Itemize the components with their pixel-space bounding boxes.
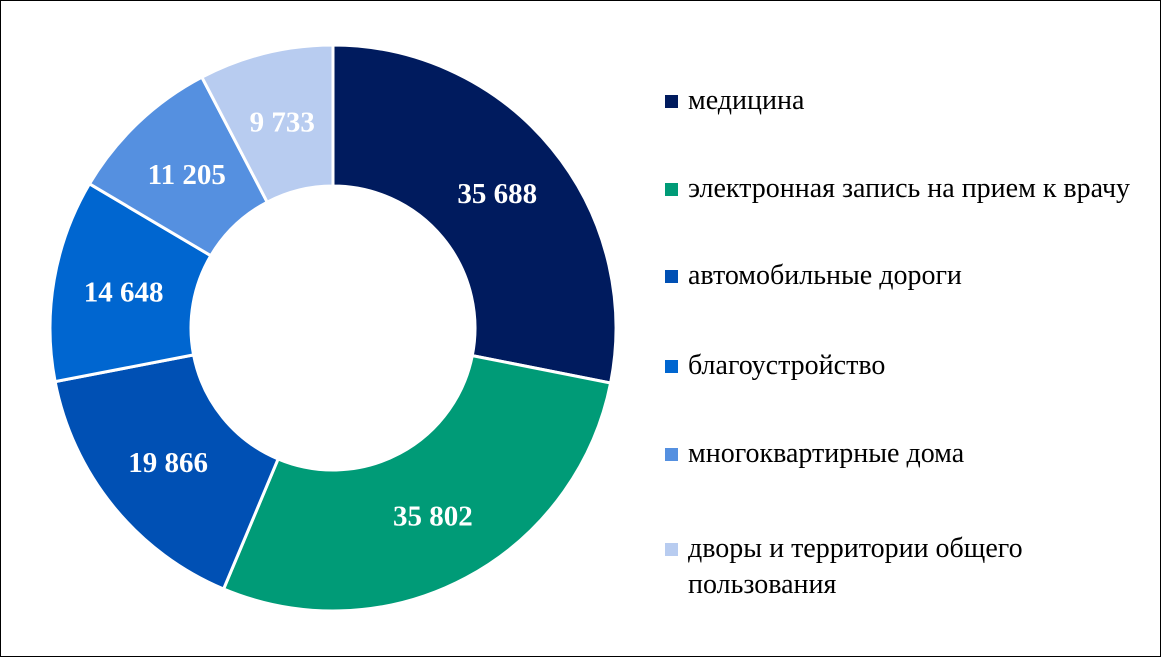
legend-swatch — [665, 448, 678, 461]
legend-item: электронная запись на прием к врачу — [665, 171, 1130, 207]
data-label: 35 802 — [393, 501, 473, 533]
legend-label: электронная запись на прием к врачу — [688, 173, 1131, 204]
legend-swatch — [665, 183, 678, 196]
data-label: 9 733 — [250, 107, 315, 139]
legend-label: автомобильные дороги — [688, 260, 962, 291]
donut-slice — [331, 43, 618, 385]
legend-swatch — [665, 360, 678, 373]
legend-label: благоустройство — [688, 350, 886, 381]
legend-label: медицина — [688, 85, 805, 116]
legend-swatch — [665, 270, 678, 283]
legend-item: дворы и территории общего пользования — [665, 531, 1135, 603]
legend-item: медицина — [665, 83, 804, 119]
legend-swatch — [665, 543, 678, 556]
legend-swatch — [665, 95, 678, 108]
data-label: 35 688 — [457, 178, 537, 210]
legend-item: многоквартирные дома — [665, 436, 964, 472]
legend-item: автомобильные дороги — [665, 258, 962, 294]
legend-label: многоквартирные дома — [688, 438, 965, 469]
donut-slice — [221, 353, 613, 613]
data-label: 11 205 — [148, 159, 226, 191]
donut-slice — [199, 43, 335, 205]
data-label: 19 866 — [128, 447, 208, 479]
legend-item: благоустройство — [665, 348, 885, 384]
donut-slice — [53, 353, 281, 591]
legend-label: дворы и территории общего пользования — [688, 533, 1023, 600]
data-label: 14 648 — [84, 277, 164, 309]
